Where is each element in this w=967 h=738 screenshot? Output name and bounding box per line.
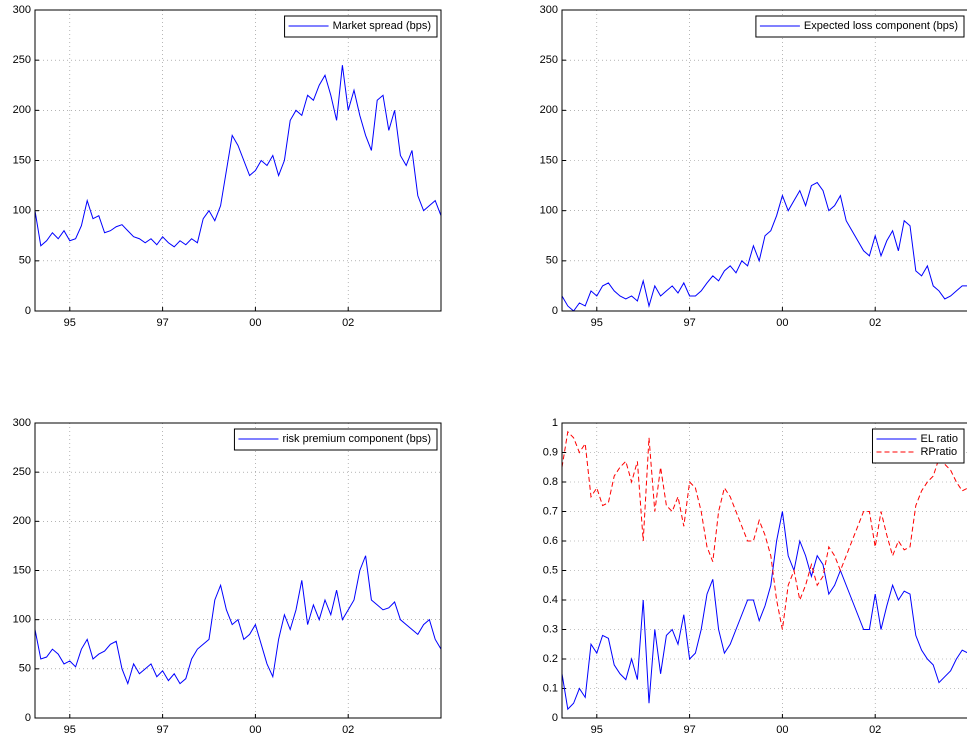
y-tick-label: 150 (540, 154, 558, 166)
x-tick-label: 00 (776, 317, 788, 329)
plot-area (562, 423, 967, 718)
y-tick-label: 100 (540, 205, 558, 217)
legend-label: Market spread (bps) (333, 20, 431, 32)
y-tick-label: 150 (13, 154, 31, 166)
legend: risk premium component (bps) (233, 428, 438, 451)
legend-label: RPratio (920, 446, 957, 458)
x-tick-label: 02 (869, 317, 881, 329)
axes: 0 0.1 0.2 0.3 0.4 0.5 0.6 0.7 0.8 0.9 1 95 97 00 02 EL … (543, 417, 967, 736)
axes-box (34, 9, 442, 312)
axes: 0 50 100 150 200 250 300 95 97 00 02 Market spread … (13, 4, 442, 329)
y-tick-label: 0.3 (543, 623, 558, 635)
y-tick-label: 300 (13, 417, 31, 429)
x-tick-label: 97 (156, 724, 168, 736)
x-tick-label: 00 (249, 317, 261, 329)
x-tick-label: 95 (64, 724, 76, 736)
y-tick-label: 0.6 (543, 535, 558, 547)
plot-area (35, 10, 441, 311)
y-tick-label: 0 (25, 305, 31, 317)
legend-box (871, 428, 965, 464)
x-tick-label: 95 (591, 724, 603, 736)
y-tick-label: 300 (13, 4, 31, 16)
y-tick-label: 0 (25, 712, 31, 724)
axes: 0 50 100 150 200 250 300 95 97 00 02 risk premium c… (13, 417, 442, 736)
y-tick-label: 0.2 (543, 653, 558, 665)
legend-box (233, 428, 438, 451)
x-tick-label: 95 (64, 317, 76, 329)
legend-label: risk premium component (bps) (282, 433, 431, 445)
legend-box (284, 15, 438, 38)
y-tick-label: 250 (13, 466, 31, 478)
x-tick-label: 02 (342, 724, 354, 736)
y-tick-label: 300 (540, 4, 558, 16)
x-tick-label: 02 (869, 724, 881, 736)
x-tick-label: 97 (683, 317, 695, 329)
y-tick-label: 250 (540, 54, 558, 66)
y-tick-label: 1 (552, 417, 558, 429)
y-tick-label: 200 (13, 104, 31, 116)
legend-label: Expected loss component (bps) (804, 20, 958, 32)
x-tick-label: 95 (591, 317, 603, 329)
axes-box (561, 9, 967, 312)
series-line (562, 511, 967, 711)
y-tick-label: 250 (13, 54, 31, 66)
y-tick-label: 100 (13, 205, 31, 217)
x-tick-label: 97 (683, 724, 695, 736)
y-tick-label: 150 (13, 564, 31, 576)
axes-box (561, 422, 967, 719)
x-tick-label: 02 (342, 317, 354, 329)
y-tick-label: 0 (552, 305, 558, 317)
y-tick-label: 100 (13, 614, 31, 626)
y-tick-label: 200 (540, 104, 558, 116)
x-tick-label: 00 (776, 724, 788, 736)
legend-box (755, 15, 965, 38)
y-tick-label: 0.9 (543, 446, 558, 458)
y-tick-label: 0.4 (543, 594, 558, 606)
y-tick-label: 50 (19, 255, 31, 267)
axes: 0 50 100 150 200 250 300 95 97 00 02 Expected loss … (540, 4, 967, 329)
series-line (562, 430, 967, 630)
x-tick-label: 00 (249, 724, 261, 736)
y-tick-label: 0.8 (543, 476, 558, 488)
axes-box (34, 422, 442, 719)
legend-label: EL ratio (920, 433, 958, 445)
y-tick-label: 50 (19, 663, 31, 675)
series-line (562, 181, 967, 311)
legend: Expected loss component (bps) (755, 15, 965, 38)
y-tick-label: 200 (13, 515, 31, 527)
y-tick-label: 0.5 (543, 564, 558, 576)
y-tick-label: 50 (546, 255, 558, 267)
x-tick-label: 97 (156, 317, 168, 329)
legend: Market spread (bps) (284, 15, 438, 38)
series-line (35, 65, 441, 248)
y-tick-label: 0.7 (543, 505, 558, 517)
plot-area (35, 423, 441, 718)
y-tick-label: 0.1 (543, 682, 558, 694)
plot-area (562, 10, 967, 311)
series-line (35, 555, 441, 686)
y-tick-label: 0 (552, 712, 558, 724)
